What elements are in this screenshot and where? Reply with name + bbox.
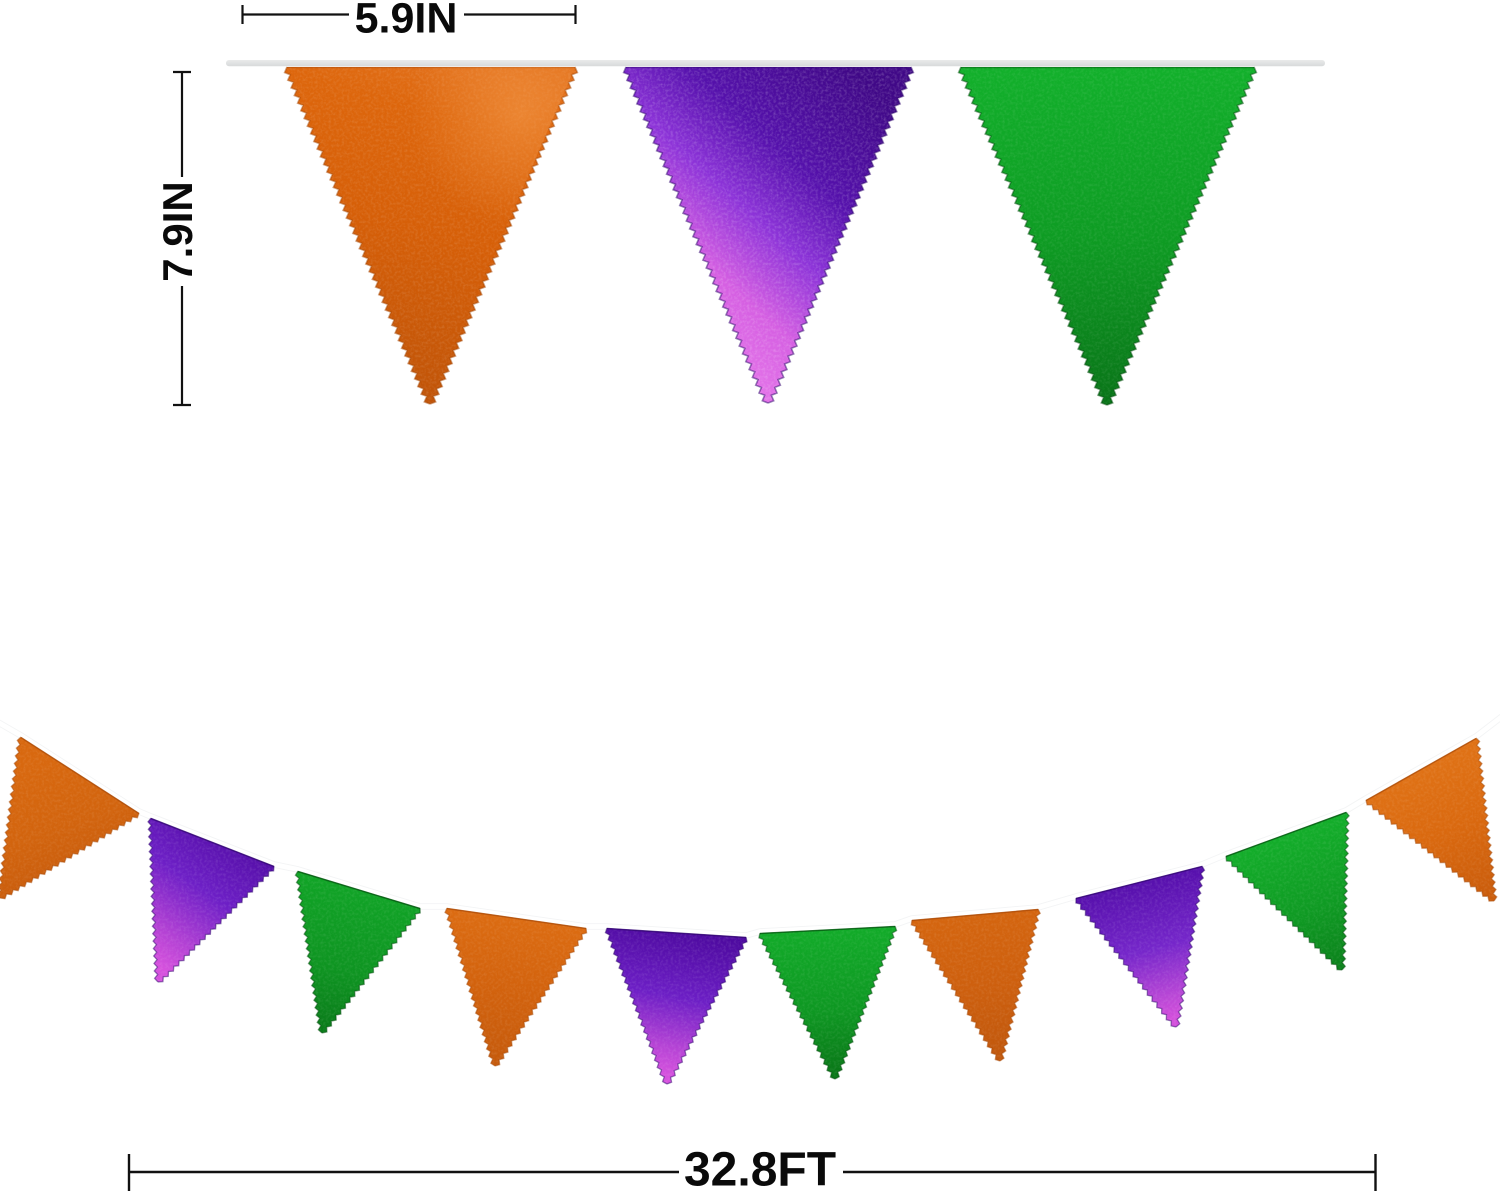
svg-text:7.9IN: 7.9IN	[154, 181, 201, 281]
svg-text:32.8FT: 32.8FT	[684, 1144, 836, 1195]
svg-text:5.9IN: 5.9IN	[355, 0, 458, 43]
